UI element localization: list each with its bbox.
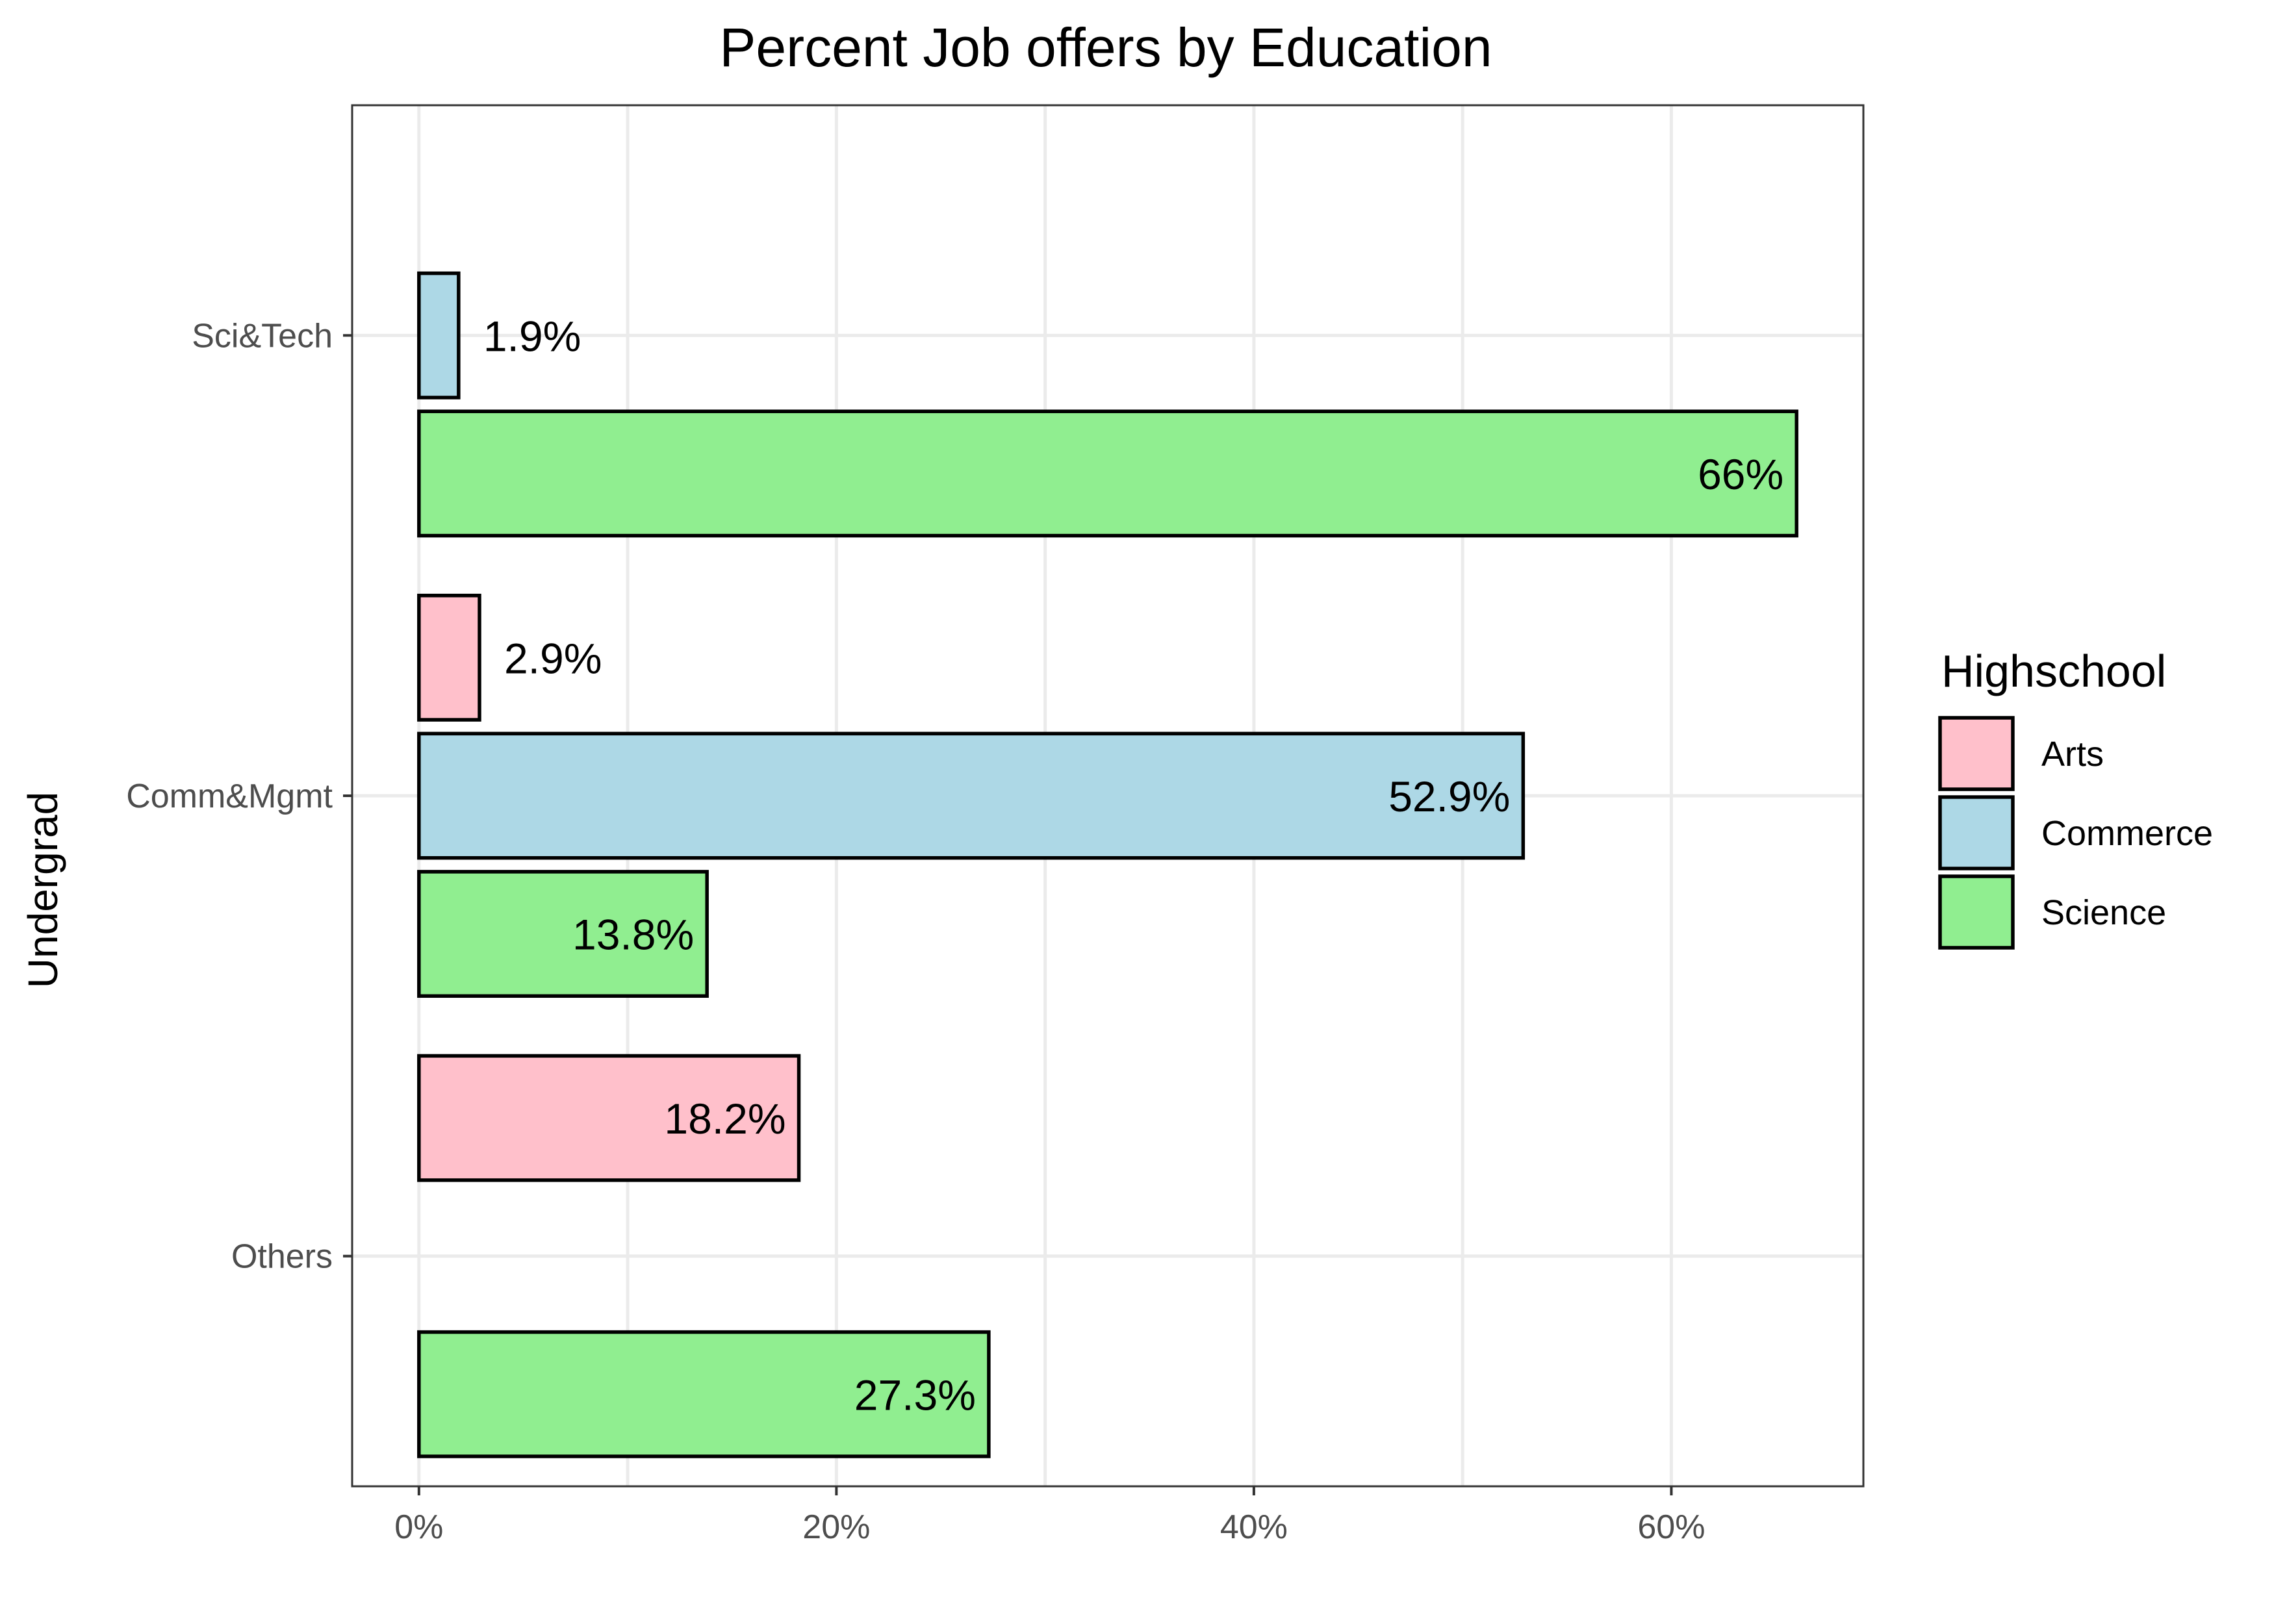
legend-title: Highschool: [1941, 646, 2166, 696]
legend-key-arts: [1938, 716, 2015, 791]
x-tick-label: 40%: [1220, 1508, 1288, 1546]
x-tick-label: 60%: [1637, 1508, 1705, 1546]
bar-labels: 2.9% 18.2% 1.9% 52.9% 66% 13.8% 27.3%: [483, 312, 1783, 1419]
legend-label: Commerce: [2041, 814, 2213, 853]
bar-science-2: [417, 1330, 991, 1458]
bar-science-1: [417, 870, 709, 998]
legend-key-science: [1938, 874, 2015, 950]
bar-commerce-0: [417, 271, 461, 400]
legend-key-commerce: [1938, 795, 2015, 870]
y-tick-label: Comm&Mgmt: [126, 778, 333, 815]
bar-label: 1.9%: [483, 312, 581, 360]
x-tick-label: 0%: [394, 1508, 443, 1546]
y-tick-label: Sci&Tech: [192, 317, 333, 355]
x-tick-label: 20%: [802, 1508, 870, 1546]
bar-arts-2: [417, 1054, 801, 1182]
y-axis: Sci&Tech Comm&Mgmt Others: [126, 317, 352, 1276]
bar-label: 13.8%: [572, 911, 694, 959]
bars: [417, 271, 1798, 1458]
legend: Highschool Arts Commerce Science: [1938, 646, 2213, 950]
bar-label: 27.3%: [854, 1371, 976, 1419]
bar-label: 2.9%: [504, 634, 602, 682]
bar-label: 18.2%: [664, 1095, 786, 1143]
bar-commerce-1: [417, 731, 1526, 860]
chart-title: Percent Job offers by Education: [719, 17, 1492, 78]
y-tick-label: Others: [231, 1238, 333, 1276]
x-axis: 0% 20% 40% 60%: [394, 1486, 1705, 1546]
legend-label: Arts: [2041, 735, 2104, 774]
legend-label: Science: [2041, 893, 2166, 932]
bar-arts-1: [417, 593, 481, 722]
bar-science-0: [417, 409, 1798, 538]
bar-label: 52.9%: [1388, 772, 1510, 820]
bar-label: 66%: [1698, 450, 1783, 498]
y-axis-label: Undergrad: [19, 792, 66, 988]
